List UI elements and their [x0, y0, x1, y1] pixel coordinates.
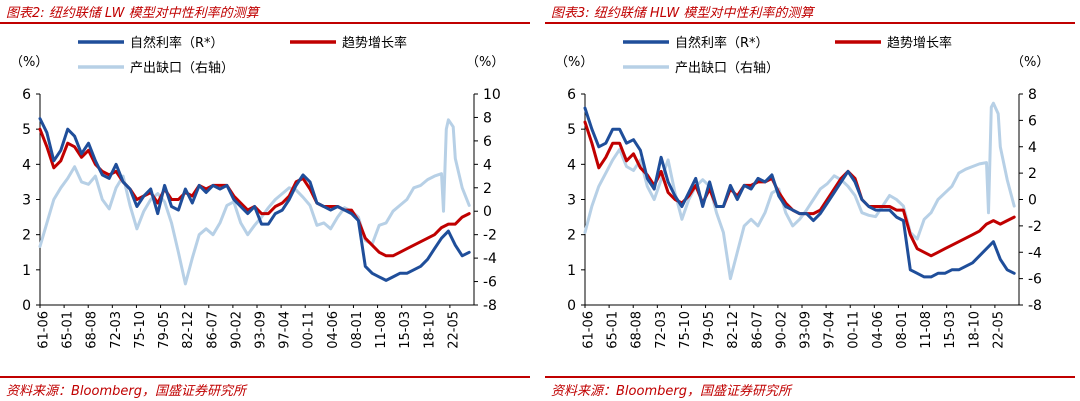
y-tick-label-left: 0 [567, 298, 576, 314]
series-line-0 [583, 106, 1016, 279]
source-note: 资料来源：Bloomberg，国盛证券研究所 [6, 384, 246, 399]
x-tick-label: 11-08 [919, 311, 934, 349]
x-tick-label: 97-04 [278, 311, 293, 349]
source-rule [545, 376, 1075, 378]
x-tick-label: 08-01 [350, 311, 365, 349]
title-rule [0, 22, 530, 24]
series-line-1 [38, 127, 471, 258]
y-tick-label-right: 6 [1028, 113, 1037, 129]
y-tick-label-left: 2 [22, 228, 31, 244]
x-tick-label: 97-04 [823, 311, 838, 349]
x-tick-label: 08-01 [895, 311, 910, 349]
x-tick-label: 61-06 [582, 311, 597, 349]
x-tick-label: 86-07 [750, 311, 765, 349]
series-line-2 [583, 101, 1016, 281]
y-tick-label-right: 0 [1028, 193, 1037, 209]
y-tick-label-right: -6 [1028, 272, 1042, 288]
x-tick-label: 18-10 [422, 311, 437, 349]
y-tick-label-right: -4 [483, 251, 497, 267]
chart-panel-hlw: 图表3: 纽约联储 HLW 模型对中性利率的测算 0 1 2 3 4 5 6 -8 -6 -4 -2… [545, 0, 1080, 401]
y-tick-label-left: 3 [22, 193, 31, 209]
x-tick-label: 22-05 [446, 311, 461, 349]
x-tick-label: 79-05 [157, 311, 172, 349]
x-tick-label: 72-03 [109, 311, 124, 349]
line-chart-hlw: 0 1 2 3 4 5 6 -8 -6 -4 -2 0 2 4 6 8 （%） （%） 61-06 65-01 68-0… [555, 35, 1049, 349]
y-tick-label-left: 0 [22, 298, 31, 314]
chart-panel-lw: 图表2: 纽约联储 LW 模型对中性利率的测算 0 1 2 3 4 5 6 -8 -6 -4 -2 0… [0, 0, 535, 401]
y-tick-label-right: -6 [483, 275, 497, 291]
title-rule [545, 22, 1075, 24]
x-tick-label: 15-03 [943, 311, 958, 349]
legend-label: 自然利率（R*） [130, 35, 224, 51]
x-tick-label: 15-03 [398, 311, 413, 349]
series-line-0 [38, 117, 471, 282]
x-tick-label: 04-06 [871, 311, 886, 349]
chart-title: 图表3: 纽约联储 HLW 模型对中性利率的测算 [551, 6, 814, 21]
y-tick-label-left: 6 [567, 87, 576, 103]
y-tick-label-left: 1 [567, 263, 576, 279]
y-tick-label-left: 4 [567, 157, 576, 173]
legend-label: 趋势增长率 [887, 35, 952, 51]
x-tick-label: 00-11 [847, 311, 862, 349]
y-tick-label-right: -2 [1028, 219, 1042, 235]
y-tick-label-right: 4 [1028, 140, 1037, 156]
y-tick-label-left: 1 [22, 263, 31, 279]
x-tick-label: 75-10 [678, 311, 693, 349]
x-tick-label: 90-02 [229, 311, 244, 349]
y-tick-label-right: -2 [483, 228, 497, 244]
line-chart-lw: 0 1 2 3 4 5 6 -8 -6 -4 -2 0 2 4 6 8 10 （%） （%） 61-06 65-01 68… [10, 35, 504, 349]
series-line-2 [38, 118, 471, 286]
left-axis-unit: （%） [10, 55, 48, 70]
y-tick-label-left: 5 [22, 122, 31, 138]
y-tick-label-right: 2 [483, 181, 492, 197]
x-tick-label: 75-10 [133, 311, 148, 349]
y-tick-label-left: 2 [567, 228, 576, 244]
x-tick-label: 68-08 [630, 311, 645, 349]
y-tick-label-right: -4 [1028, 245, 1042, 261]
legend-label: 产出缺口（右轴） [675, 61, 779, 76]
y-tick-label-right: 10 [483, 87, 501, 103]
x-tick-label: 86-07 [205, 311, 220, 349]
x-tick-label: 68-08 [85, 311, 100, 349]
y-tick-label-right: 8 [483, 110, 492, 126]
x-tick-label: 04-06 [326, 311, 341, 349]
legend-label: 产出缺口（右轴） [130, 61, 234, 76]
legend-label: 趋势增长率 [342, 35, 407, 51]
x-tick-label: 18-10 [967, 311, 982, 349]
x-tick-label: 82-12 [181, 311, 196, 349]
x-tick-label: 11-08 [374, 311, 389, 349]
chart-title: 图表2: 纽约联储 LW 模型对中性利率的测算 [6, 6, 259, 21]
left-axis-unit: （%） [555, 55, 593, 70]
right-axis-unit: （%） [466, 55, 504, 70]
x-tick-label: 00-11 [302, 311, 317, 349]
y-tick-label-left: 4 [22, 157, 31, 173]
y-tick-label-right: -8 [483, 298, 497, 314]
source-note: 资料来源：Bloomberg，国盛证券研究所 [551, 384, 791, 399]
y-tick-label-left: 6 [22, 87, 31, 103]
y-tick-label-right: 6 [483, 134, 492, 150]
y-tick-label-right: 8 [1028, 87, 1037, 103]
legend-label: 自然利率（R*） [675, 35, 769, 51]
x-tick-label: 82-12 [726, 311, 741, 349]
x-tick-label: 65-01 [606, 311, 621, 349]
y-tick-label-right: 0 [483, 204, 492, 220]
x-tick-label: 79-05 [702, 311, 717, 349]
right-axis-unit: （%） [1011, 55, 1049, 70]
x-tick-label: 61-06 [37, 311, 52, 349]
x-tick-label: 90-02 [774, 311, 789, 349]
x-tick-label: 72-03 [654, 311, 669, 349]
x-tick-label: 93-09 [799, 311, 814, 349]
x-tick-label: 65-01 [61, 311, 76, 349]
y-tick-label-left: 3 [567, 193, 576, 209]
x-tick-label: 93-09 [254, 311, 269, 349]
y-tick-label-right: 4 [483, 157, 492, 173]
source-rule [0, 376, 530, 378]
y-tick-label-right: -8 [1028, 298, 1042, 314]
y-tick-label-right: 2 [1028, 166, 1037, 182]
x-tick-label: 22-05 [991, 311, 1006, 349]
y-tick-label-left: 5 [567, 122, 576, 138]
